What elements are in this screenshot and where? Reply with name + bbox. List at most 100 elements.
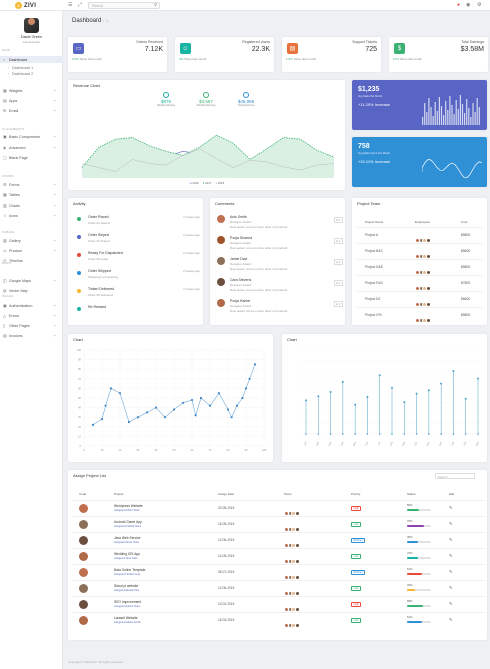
stat-card[interactable]: $ Total Earnings $3.58M 12% Since last mont… xyxy=(389,37,488,72)
edit-icon[interactable]: ✎ xyxy=(449,505,453,510)
sidebar-item-other-pages[interactable]: ▯ Other Pages + xyxy=(0,322,63,329)
sidebar-item-forms[interactable]: ☰ Forms + xyxy=(0,181,63,188)
sidebar-item-gallery[interactable]: ▨ Gallery + xyxy=(0,237,63,244)
sidebar-item-tables[interactable]: ▦ Tables + xyxy=(0,191,63,198)
comment-reply-icon[interactable]: ↩✓ xyxy=(333,217,343,223)
sidebar-item-blank-page[interactable]: ▢ Blank Page xyxy=(0,154,63,161)
comment-avatar xyxy=(217,215,225,223)
project-cost: $5600 xyxy=(461,249,471,253)
sidebar-item-errors[interactable]: △ Errors + xyxy=(0,312,63,319)
comment-reply-icon[interactable]: ↩✓ xyxy=(333,280,343,286)
lollipop-base xyxy=(366,433,369,435)
avatar[interactable] xyxy=(24,18,39,33)
chart-icon: ▥ xyxy=(3,204,7,208)
table-row[interactable]: Laravel Website Assigned Adams Smith 15-03… xyxy=(71,612,484,629)
priority-badge: High xyxy=(351,506,362,511)
edit-icon[interactable]: ✎ xyxy=(449,553,453,558)
edit-icon[interactable]: ✎ xyxy=(449,569,453,574)
lollipop-base xyxy=(452,433,455,435)
table-row[interactable]: Wordpress Website Assigned Admin Team 20-0… xyxy=(71,500,484,517)
project-cost: $5800 xyxy=(461,313,471,317)
sidebar-item-product[interactable]: ▭ Product + xyxy=(0,247,63,254)
activity-item[interactable]: Ready For Dispatched Order #3 ready 2 week… xyxy=(73,250,203,264)
sidebar-item-advanced[interactable]: ◈ Advanced + xyxy=(0,144,63,151)
sidebar-item-dashboard-2[interactable]: ◦ Dashboard 2 xyxy=(0,70,63,77)
home-icon[interactable]: ⌂ xyxy=(106,18,109,23)
sidebar-item-apps[interactable]: ▤ Apps + xyxy=(0,97,63,104)
expand-icon[interactable]: ⤢ xyxy=(78,2,83,8)
settings-icon[interactable]: ⚙ xyxy=(477,2,482,8)
sidebar-item-widgets[interactable]: ▦ Widgets + xyxy=(0,87,63,94)
menu-icon[interactable]: ☰ xyxy=(68,2,73,8)
sidebar-item-charts[interactable]: ▥ Charts + xyxy=(0,202,63,209)
comment-item[interactable]: Anis Smith Designer Award Duis autem vel e… xyxy=(215,214,345,234)
notification-icon[interactable]: ● xyxy=(457,2,461,8)
sidebar-item-dashboard-1[interactable]: ◦ Dashboard 1 xyxy=(0,64,63,71)
activity-item[interactable]: Order Shiped Order #2 shiped 2 weeks ago xyxy=(73,232,203,246)
search-input[interactable]: Search xyxy=(88,2,160,9)
table-row[interactable]: Wedding iOS App Assigned Jane Cass 14-05-2… xyxy=(71,548,484,565)
sidebar-item-dashboard[interactable]: ⌂ Dashboard xyxy=(0,56,63,63)
project-name: Project D2 xyxy=(365,297,381,301)
search-icon[interactable]: ⚲ xyxy=(154,2,157,7)
th-team: Team xyxy=(284,492,292,496)
sidebar-section-head: PAGES xyxy=(2,294,14,298)
edit-icon[interactable]: ✎ xyxy=(449,537,453,542)
project-team-row[interactable]: Project A $5800 xyxy=(357,227,482,244)
project-team-row[interactable]: Project D&E $5800 xyxy=(357,259,482,276)
stat-period: Since last month xyxy=(184,57,207,61)
x-tick-label: Dec xyxy=(439,441,444,447)
stat-card[interactable]: ☺ Registered Users 22.3K 4% Since last mont… xyxy=(175,37,274,72)
promo-card[interactable]: 758 Avg Sales Count Per Month +15.11% Incr… xyxy=(352,137,487,187)
brand-logo[interactable]: Z ZIVI xyxy=(15,1,53,10)
sidebar-item-vector-map[interactable]: ◍ Vector Map xyxy=(0,287,63,294)
sidebar-item-basic-components[interactable]: ▣ Basic Components + xyxy=(0,133,63,140)
sidebar-item-invoices[interactable]: ▤ Invoices + xyxy=(0,332,63,339)
comment-reply-icon[interactable]: ↩✓ xyxy=(333,301,343,307)
priority-badge: Low xyxy=(351,586,361,591)
comment-reply-icon[interactable]: ↩✓ xyxy=(333,259,343,265)
assign-search-input[interactable]: Search xyxy=(435,473,475,479)
lollipop-base xyxy=(378,433,381,435)
assign-project-title: Assign Project List xyxy=(73,473,106,478)
project-title: Wedding iOS App xyxy=(114,552,140,556)
user-avatar-icon[interactable]: ◉ xyxy=(466,2,471,8)
edit-icon[interactable]: ✎ xyxy=(449,521,453,526)
comment-item[interactable]: Pooja Sharma Designer Award Duis autem vel… xyxy=(215,235,345,255)
activity-time: 2 weeks ago xyxy=(183,233,200,237)
sidebar-item-email[interactable]: ✉ Email + xyxy=(0,107,63,114)
edit-icon[interactable]: ✎ xyxy=(449,617,453,622)
comment-item[interactable]: Cara Stevens Designer Award Duis autem vel… xyxy=(215,277,345,297)
activity-item[interactable]: Order Shipped Shipping is processing 2 wee… xyxy=(73,268,203,282)
sidebar-item-authentication[interactable]: ▣ Authentication + xyxy=(0,302,63,309)
stat-card[interactable]: ▭ Orders Received 7.12K 2.5% Since last mon… xyxy=(68,37,167,72)
project-team-row[interactable]: Project G% $5800 xyxy=(357,307,482,324)
team-avatars xyxy=(284,553,300,571)
table-row[interactable]: Java Web Service Assigned Alexis Team 12-0… xyxy=(71,532,484,549)
sidebar-item-google-maps[interactable]: ◫ Google Maps + xyxy=(0,277,63,284)
comment-item[interactable]: Pooja Hanbe Designer Award Duis autem vel … xyxy=(215,298,345,318)
promo-card[interactable]: $1,235 Avg Sales Per Month +11.20% Increas… xyxy=(352,80,487,130)
activity-item[interactable]: Tinkeri Delivered Order #5 delivered 2 wee… xyxy=(73,286,203,300)
stat-card[interactable]: ▤ Support Tickets 725 1.5% Since last month xyxy=(282,37,381,72)
activity-item[interactable]: Re Revised xyxy=(73,304,203,318)
table-row[interactable]: Bata Online Template Assigned Infotiler C… xyxy=(71,564,484,581)
sidebar-item-timeline[interactable]: ◷ Timeline xyxy=(0,257,63,264)
scatter-point xyxy=(241,396,244,400)
edit-icon[interactable]: ✎ xyxy=(449,601,453,606)
sidebar-item-label: Charts xyxy=(9,203,20,208)
assign-project-table: Code Project Assign Date Team Priority Status… xyxy=(71,488,484,638)
activity-item[interactable]: Order Placed Order #1 placed 2 weeks ago xyxy=(73,214,203,228)
table-row[interactable]: Stand pi website Assigned Meniac Dev 12-06… xyxy=(71,580,484,597)
sidebar-item-icons[interactable]: ☆ Icons + xyxy=(0,212,63,219)
table-row[interactable]: SEO Improvement Assigned Adams Team 13-02-… xyxy=(71,596,484,613)
project-team-row[interactable]: Project B&C $5600 xyxy=(357,243,482,260)
comment-reply-icon[interactable]: ↩✓ xyxy=(333,238,343,244)
edit-icon[interactable]: ✎ xyxy=(449,585,453,590)
comment-item[interactable]: Jamie Davi Designer Award Duis autem vel e… xyxy=(215,256,345,276)
project-team-row[interactable]: Project D2 $6600 xyxy=(357,291,482,308)
y-tick-label: 20 xyxy=(78,425,81,429)
table-row[interactable]: Android Game App Assigned Android Team 16-… xyxy=(71,516,484,533)
scatter-chart: 0 10 20 30 40 50 60 70 80 90 100 0 10 20 30 40 50 60 70 80 9… xyxy=(77,348,267,452)
project-team-row[interactable]: Project F&G $7800 xyxy=(357,275,482,292)
